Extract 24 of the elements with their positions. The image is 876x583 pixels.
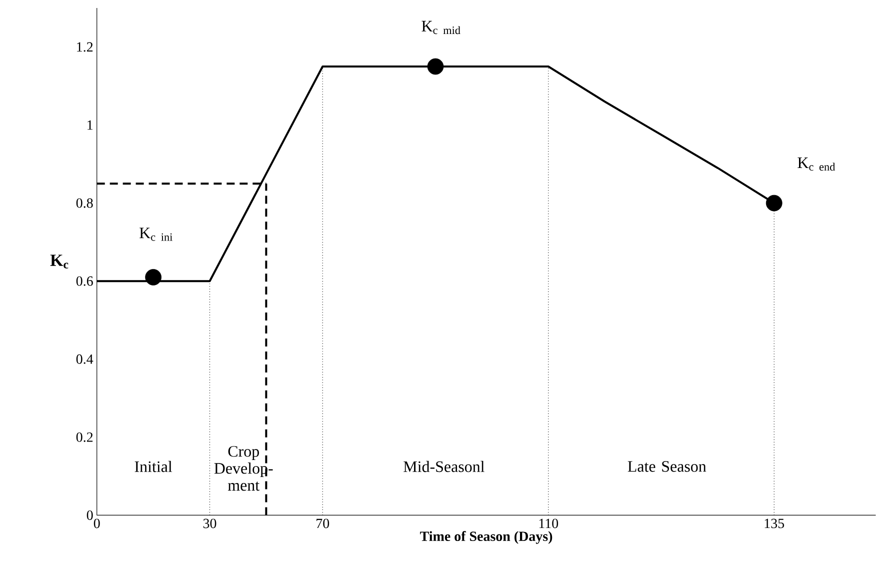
annotation: Initial xyxy=(134,460,172,472)
y-axis-title: $\mathbf{K}_{\mathbf{c}}$ xyxy=(50,254,68,268)
y-tick-label: 0.2 xyxy=(76,432,93,442)
annotation: $\mathrm{K}_{\mathrm{c\ mid}}$ xyxy=(422,20,460,34)
y-tick-label: 0.4 xyxy=(76,354,94,364)
annotation: Crop Develop-ment xyxy=(214,446,273,491)
point xyxy=(427,58,444,75)
y-tick-label: 0 xyxy=(86,510,93,520)
annotation: Mid-Seasonl xyxy=(404,460,484,472)
annotation: $\mathrm{K}_{\mathrm{c\ end}}$ xyxy=(798,157,836,171)
annotation: Late Season xyxy=(628,461,706,472)
y-tick-label: 0.8 xyxy=(76,198,93,208)
x-tick-label: 135 xyxy=(764,518,784,528)
annotation: $\mathrm{K}_{\mathrm{c\ ini}}$ xyxy=(140,228,172,241)
y-tick-label: 0.6 xyxy=(76,276,93,286)
x-axis-title: Time of Season (Days) xyxy=(420,530,552,544)
x-tick-label: 70 xyxy=(316,518,330,528)
point xyxy=(145,268,162,286)
x-tick-label: 0 xyxy=(94,518,100,528)
x-tick-label: 30 xyxy=(203,518,216,528)
x-tick-label: 110 xyxy=(539,518,558,528)
point xyxy=(766,194,782,212)
y-tick-label: 1.2 xyxy=(77,42,93,52)
y-tick-label: 1 xyxy=(88,120,92,130)
